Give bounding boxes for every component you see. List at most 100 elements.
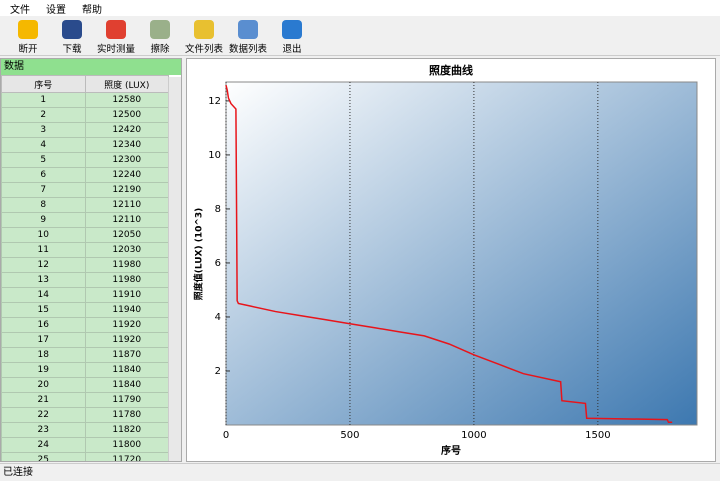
table-cell: 17 [1,332,86,348]
table-cell: 12110 [84,197,169,213]
panel-title: 数据 [1,59,181,75]
table-row: 15 11940 [1,302,169,318]
table-cell: 11980 [84,257,169,273]
icon [106,20,126,39]
chart: 照度曲线 序号 照度值(LUX) (10^3) 0 500 1000 1500 2 4 6 8… [193,63,698,457]
table-cell: 24 [1,437,86,453]
data-line [225,85,673,424]
button-label: 数据列表 [228,44,267,55]
table-cell: 12240 [84,167,169,183]
table-cell: 6 [1,167,86,183]
table-cell: 11870 [84,347,169,363]
column-header: 序号 [1,75,86,93]
table-cell: 11840 [84,377,169,393]
table-cell: 11980 [84,272,169,288]
table-cell: 14 [1,287,86,303]
table-cell: 11920 [84,332,169,348]
menu-item[interactable]: 文件 [10,4,30,16]
x-tick-label: 1500 [585,430,610,441]
table-row: 22 11780 [1,407,169,423]
table-cell: 12050 [84,227,169,243]
table-row: 24 11800 [1,437,169,453]
toolbar-button[interactable]: 数据列表 [226,16,270,55]
button-label: 文件列表 [184,44,223,55]
button-label: 实时测量 [96,44,135,55]
table-cell: 21 [1,392,86,408]
y-tick-label: 4 [215,312,221,323]
button-label: 退出 [282,44,302,55]
table-cell: 2 [1,107,86,123]
table-row: 8 12110 [1,197,169,213]
icon [194,20,214,39]
y-tick-label: 2 [215,366,221,377]
button-label: 下载 [62,44,82,55]
x-tick-label: 500 [340,430,359,441]
table-cell: 11840 [84,362,169,378]
table-row: 20 11840 [1,377,169,393]
table-row: 18 11870 [1,347,169,363]
table-cell: 11 [1,242,86,258]
table-cell: 15 [1,302,86,318]
table-cell: 12580 [84,92,169,108]
icon [18,20,38,39]
table-cell: 3 [1,122,86,138]
table-row: 25 11720 [1,452,169,461]
plot-area [225,81,698,426]
table-cell: 25 [1,452,86,461]
toolbar-button[interactable]: 退出 [270,16,314,55]
table-row: 11 12030 [1,242,169,258]
menu-item[interactable]: 设置 [46,4,66,16]
table-cell: 12340 [84,137,169,153]
table-cell: 19 [1,362,86,378]
y-tick-label: 12 [208,96,221,107]
table-cell: 12030 [84,242,169,258]
table-cell: 12 [1,257,86,273]
table-row: 9 12110 [1,212,169,228]
x-tick-label: 1000 [461,430,486,441]
table-cell: 12190 [84,182,169,198]
button-label: 擦除 [150,44,170,55]
table-cell: 5 [1,152,86,168]
table-cell: 10 [1,227,86,243]
table-cell: 11800 [84,437,169,453]
status-bar: 已连接 [0,463,720,481]
y-tick-label: 6 [215,258,221,269]
table-row: 19 11840 [1,362,169,378]
table-cell: 4 [1,137,86,153]
toolbar-button[interactable]: 断开 [6,16,50,55]
y-tick-label: 8 [215,204,221,215]
table-row: 23 11820 [1,422,169,438]
table-row: 1 12580 [1,92,169,108]
toolbar-button[interactable]: 文件列表 [182,16,226,55]
table-cell: 12110 [84,212,169,228]
table-cell: 20 [1,377,86,393]
table-cell: 11910 [84,287,169,303]
table-cell: 23 [1,422,86,438]
scrollbar[interactable] [168,77,181,461]
menu-bar: 文件 设置 帮助 [0,0,720,16]
table-cell: 12420 [84,122,169,138]
column-header: 照度 (LUX) [84,75,169,93]
table-cell: 13 [1,272,86,288]
toolbar-button[interactable]: 实时测量 [94,16,138,55]
y-axis-label: 照度值(LUX) (10^3) [193,208,205,301]
icon [150,20,170,39]
button-label: 断开 [18,44,38,55]
toolbar-button[interactable]: 擦除 [138,16,182,55]
table-cell: 1 [1,92,86,108]
table-cell: 18 [1,347,86,363]
table-cell: 11820 [84,422,169,438]
table-row: 14 11910 [1,287,169,303]
data-table: 序号 照度 (LUX) 1 12580 2 12500 3 12420 4 12340 5 12300… [1,75,169,461]
table-cell: 11940 [84,302,169,318]
toolbar-button[interactable]: 下载 [50,16,94,55]
table-row: 3 12420 [1,122,169,138]
table-row: 7 12190 [1,182,169,198]
menu-item[interactable]: 帮助 [82,4,102,16]
table-row: 6 12240 [1,167,169,183]
icon [282,20,302,39]
table-row: 4 12340 [1,137,169,153]
x-tick-label: 0 [223,430,229,441]
table-row: 13 11980 [1,272,169,288]
